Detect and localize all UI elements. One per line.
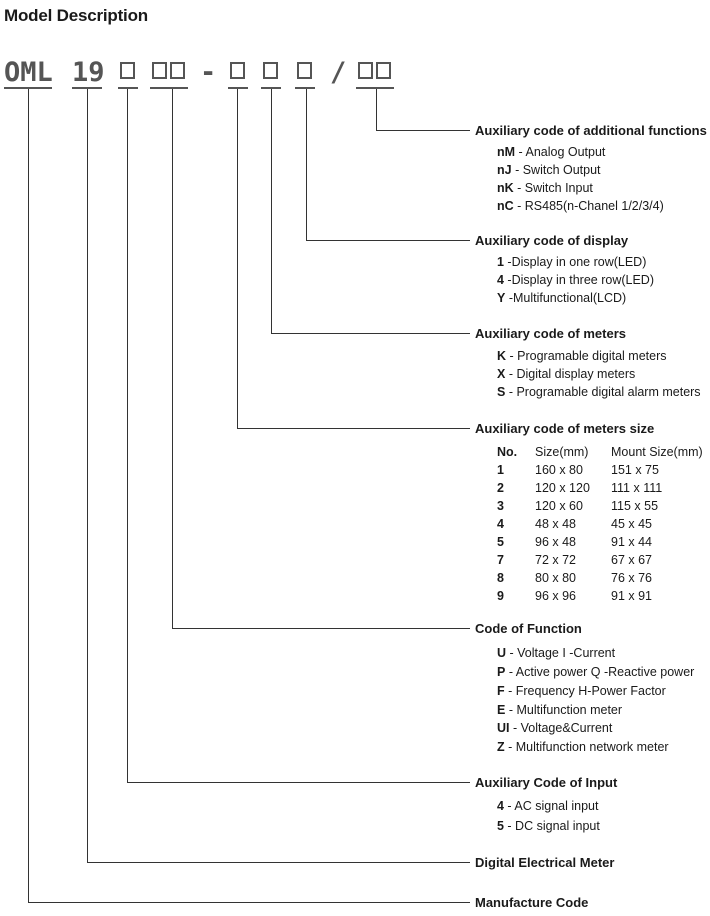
display-code-box [297, 62, 312, 79]
table-cell-no: 1 [497, 463, 504, 477]
page-title: Model Description [4, 6, 148, 25]
function-connector-h [172, 628, 470, 629]
size-underline [228, 87, 248, 89]
meters-underline [261, 87, 281, 89]
size-connector-h [237, 428, 470, 429]
manufacture-connector [28, 89, 29, 902]
table-cell-size: 120 x 120 [535, 481, 590, 495]
list-item: K - Programable digital meters [497, 349, 667, 363]
meters-code-box [263, 62, 278, 79]
list-item: nC - RS485(n-Chanel 1/2/3/4) [497, 199, 664, 213]
table-cell-size: 96 x 48 [535, 535, 577, 549]
additional-section-title: Auxiliary code of additional functions [475, 123, 707, 138]
table-cell-mount: 111 x 111 [611, 481, 663, 495]
table-cell-no: 8 [497, 571, 504, 585]
meters-connector [271, 89, 272, 333]
meter-connector-h [87, 862, 470, 863]
additional-code-box-1 [358, 62, 373, 79]
display-underline [295, 87, 315, 89]
code-prefix: OML [4, 57, 53, 88]
meters-section-title: Auxiliary code of meters [475, 326, 626, 341]
function-underline [150, 87, 188, 89]
input-connector-h [127, 782, 470, 783]
meters-connector-h [271, 333, 470, 334]
table-cell-size: 72 x 72 [535, 553, 577, 567]
table-cell-mount: 151 x 75 [611, 463, 659, 477]
function-connector [172, 89, 173, 628]
list-item: nK - Switch Input [497, 181, 593, 195]
list-item: UI - Voltage&Current [497, 721, 613, 735]
code-slash: / [330, 57, 347, 88]
input-underline [118, 87, 138, 89]
table-cell-size: 96 x 96 [535, 589, 577, 603]
list-item: X - Digital display meters [497, 367, 636, 381]
series-underline [72, 87, 102, 89]
list-item: 1 -Display in one row(LED) [497, 255, 647, 269]
manufacture-connector-h [28, 902, 470, 903]
display-section-title: Auxiliary code of display [475, 233, 629, 248]
meter-section-title: Digital Electrical Meter [475, 855, 615, 870]
input-code-box [120, 62, 135, 79]
prefix-underline [4, 87, 52, 89]
size-connector [237, 89, 238, 428]
table-cell-size: 48 x 48 [535, 517, 577, 531]
list-item: U - Voltage I -Current [497, 646, 616, 660]
table-cell-mount: 67 x 67 [611, 553, 653, 567]
additional-code-box-2 [376, 62, 391, 79]
code-series: 19 [72, 57, 105, 88]
table-cell-mount: 76 x 76 [611, 571, 653, 585]
additional-connector-h [376, 130, 470, 131]
list-item: nM - Analog Output [497, 145, 606, 159]
additional-connector [376, 89, 377, 130]
function-section-title: Code of Function [475, 621, 582, 636]
list-item: 5 - DC signal input [497, 819, 600, 833]
size-col-mount-header: Mount Size(mm) [611, 445, 703, 459]
table-cell-mount: 91 x 91 [611, 589, 653, 603]
function-code-box-2 [170, 62, 185, 79]
list-item: Y -Multifunctional(LCD) [497, 291, 627, 305]
list-item: S - Programable digital alarm meters [497, 385, 701, 399]
table-cell-no: 2 [497, 481, 504, 495]
display-connector [306, 89, 307, 240]
table-cell-no: 7 [497, 553, 504, 567]
list-item: E - Multifunction meter [497, 703, 623, 717]
table-cell-size: 120 x 60 [535, 499, 583, 513]
list-item: Z - Multifunction network meter [497, 740, 669, 754]
input-connector [127, 89, 128, 782]
list-item: 4 -Display in three row(LED) [497, 273, 654, 287]
table-cell-no: 3 [497, 499, 504, 513]
table-cell-no: 4 [497, 517, 504, 531]
manufacture-section-title: Manufacture Code [475, 895, 589, 910]
size-code-box [230, 62, 245, 79]
size-col-no-header: No. [497, 445, 518, 459]
size-section-title: Auxiliary code of meters size [475, 421, 655, 436]
table-cell-no: 5 [497, 535, 504, 549]
size-col-size-header: Size(mm) [535, 445, 589, 459]
table-cell-mount: 115 x 55 [611, 499, 659, 513]
function-code-box-1 [152, 62, 167, 79]
table-cell-size: 80 x 80 [535, 571, 577, 585]
list-item: nJ - Switch Output [497, 163, 601, 177]
additional-underline [356, 87, 394, 89]
table-cell-mount: 91 x 44 [611, 535, 653, 549]
list-item: 4 - AC signal input [497, 799, 599, 813]
list-item: P - Active power Q -Reactive power [497, 665, 695, 679]
list-item: F - Frequency H-Power Factor [497, 684, 666, 698]
input-section-title: Auxiliary Code of Input [475, 775, 618, 790]
meter-connector [87, 89, 88, 862]
table-cell-mount: 45 x 45 [611, 517, 653, 531]
display-connector-h [306, 240, 470, 241]
table-cell-size: 160 x 80 [535, 463, 583, 477]
code-dash: - [200, 57, 217, 88]
table-cell-no: 9 [497, 589, 504, 603]
